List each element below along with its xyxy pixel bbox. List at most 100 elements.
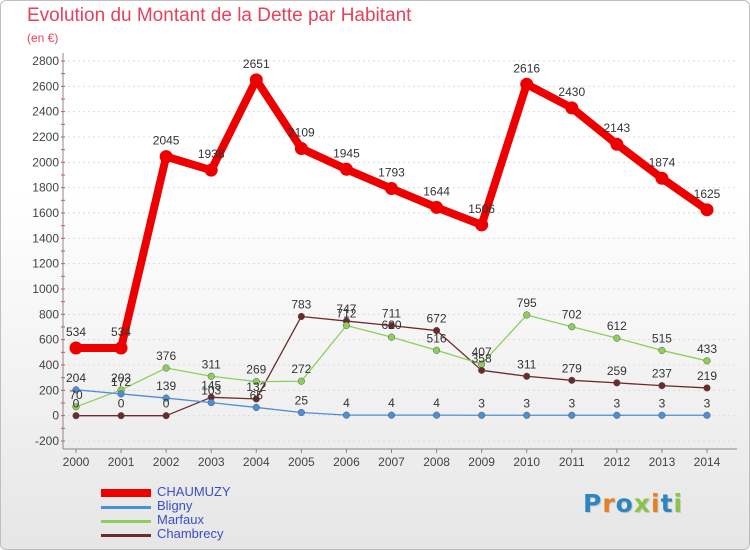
data-point <box>613 411 621 419</box>
data-point <box>342 321 350 330</box>
x-tick-label: 2010 <box>513 455 540 469</box>
data-label: 279 <box>562 361 582 375</box>
data-point <box>252 395 260 403</box>
data-label: 0 <box>73 397 80 411</box>
data-point <box>523 311 531 319</box>
y-tick-label: 2800 <box>32 54 59 68</box>
y-tick-label: 800 <box>39 307 59 321</box>
data-point <box>478 411 486 419</box>
y-tick-label: 1800 <box>32 181 59 195</box>
data-label: 4 <box>433 396 440 410</box>
legend-swatch <box>101 489 151 497</box>
x-tick-label: 2006 <box>333 455 360 469</box>
data-label: 612 <box>607 319 627 333</box>
data-point <box>433 326 441 335</box>
y-tick-label: 600 <box>39 333 59 347</box>
x-tick-label: 2014 <box>694 455 721 469</box>
data-label: 620 <box>381 318 401 332</box>
data-point <box>159 150 173 164</box>
data-label: 204 <box>66 371 86 385</box>
data-label: 516 <box>427 331 447 345</box>
data-label: 311 <box>517 357 536 371</box>
data-label: 376 <box>156 349 176 363</box>
data-point <box>297 377 305 385</box>
data-label: 3 <box>704 396 711 410</box>
data-label: 0 <box>163 397 170 411</box>
data-label: 1793 <box>378 166 405 180</box>
legend-item-bligny: Bligny <box>101 498 361 514</box>
data-point <box>613 379 621 387</box>
x-tick-label: 2013 <box>649 455 676 469</box>
logo-letter: t <box>660 489 674 518</box>
data-label: 2143 <box>604 121 631 135</box>
data-point <box>703 411 711 419</box>
data-point <box>520 77 534 91</box>
x-tick-label: 2009 <box>468 455 495 469</box>
data-label: 1874 <box>649 155 676 169</box>
data-point <box>430 200 444 214</box>
legend-swatch <box>101 506 151 509</box>
data-label: 139 <box>156 379 176 393</box>
legend-label: CHAUMUZY <box>157 484 231 499</box>
data-label: 145 <box>201 378 221 392</box>
data-point <box>703 357 711 365</box>
data-label: 712 <box>336 306 356 320</box>
data-point <box>297 312 305 321</box>
data-label: 358 <box>472 351 492 365</box>
x-tick-label: 2005 <box>288 455 315 469</box>
logo-letter: r <box>602 489 616 518</box>
data-point <box>478 360 486 368</box>
data-label: 70 <box>69 388 83 402</box>
data-label: 433 <box>697 342 717 356</box>
data-label: 2109 <box>288 126 315 140</box>
data-point <box>658 382 666 390</box>
data-label: 3 <box>614 396 621 410</box>
data-point <box>207 399 215 407</box>
data-label: 534 <box>66 325 86 339</box>
data-point <box>162 364 170 372</box>
legend-label: Bligny <box>157 498 193 513</box>
x-tick-label: 2011 <box>559 455 585 469</box>
data-label: 747 <box>336 302 356 316</box>
data-point <box>610 137 624 151</box>
data-point <box>252 378 260 386</box>
data-point <box>387 411 396 419</box>
legend-item-chambrecy: Chambrecy <box>101 526 361 542</box>
data-point <box>339 162 353 176</box>
data-label: 172 <box>111 375 131 389</box>
y-tick-label: 2000 <box>32 155 59 169</box>
y-tick-label: 0 <box>52 409 59 423</box>
data-label: 132 <box>246 380 266 394</box>
data-point <box>478 366 486 374</box>
data-point <box>294 142 308 156</box>
data-label: 65 <box>250 388 264 402</box>
data-label: 219 <box>697 369 717 383</box>
data-point <box>658 411 666 419</box>
x-tick-label: 2003 <box>198 455 225 469</box>
y-tick-label: -200 <box>35 434 59 448</box>
y-tick-label: 200 <box>39 383 59 397</box>
data-label: 237 <box>652 367 672 381</box>
y-tick-label: 2600 <box>32 79 59 93</box>
data-label: 1938 <box>198 147 225 161</box>
x-tick-label: 2001 <box>108 455 135 469</box>
logo-letter: i <box>673 489 684 518</box>
x-tick-label: 2012 <box>604 455 631 469</box>
legend-swatch <box>101 534 151 537</box>
legend-item-marfaux: Marfaux <box>101 513 361 528</box>
data-point <box>117 412 125 420</box>
x-tick-label: 2000 <box>63 455 90 469</box>
legend-label: Chambrecy <box>157 526 224 541</box>
data-label: 515 <box>652 331 672 345</box>
data-label: 3 <box>568 396 575 410</box>
data-label: 0 <box>118 397 125 411</box>
logo-letter: P <box>583 489 603 518</box>
data-point <box>433 411 441 419</box>
data-point <box>207 372 215 380</box>
data-point <box>565 101 579 115</box>
data-label: 3 <box>523 396 530 410</box>
logo-letter: x <box>633 489 651 518</box>
logo-letter: i <box>651 489 661 518</box>
data-label: 4 <box>388 396 395 410</box>
